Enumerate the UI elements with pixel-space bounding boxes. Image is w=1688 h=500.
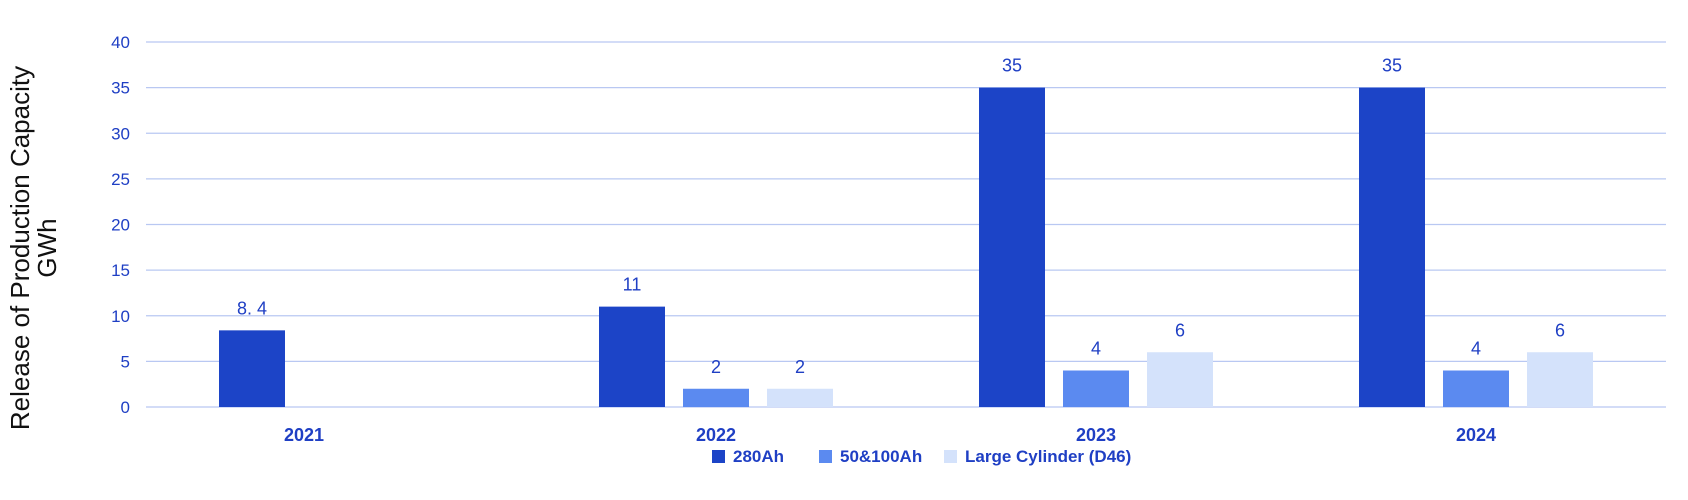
bar [1063, 370, 1129, 407]
x-tick-label: 2021 [284, 425, 324, 445]
y-tick-label: 15 [111, 261, 130, 280]
data-label: 35 [1002, 56, 1022, 76]
data-label: 6 [1175, 320, 1185, 340]
bar [767, 388, 833, 407]
legend-swatch [819, 450, 832, 463]
y-tick-label: 5 [121, 352, 130, 371]
bar [1527, 352, 1593, 407]
data-label: 4 [1091, 339, 1101, 359]
y-tick-label: 35 [111, 79, 130, 98]
legend-label: Large Cylinder (D46) [965, 447, 1131, 466]
y-tick-label: 0 [121, 398, 130, 417]
data-label: 4 [1471, 339, 1481, 359]
legend-label: 50&100Ah [840, 447, 922, 466]
bar [219, 330, 285, 407]
data-label: 6 [1555, 320, 1565, 340]
y-tick-label: 25 [111, 170, 130, 189]
y-axis-title-line-2: GWh [32, 218, 62, 278]
bar [599, 306, 665, 407]
data-label: 35 [1382, 56, 1402, 76]
data-label: 8. 4 [237, 298, 267, 318]
data-label: 2 [711, 357, 721, 377]
bar [1443, 370, 1509, 407]
x-tick-label: 2024 [1456, 425, 1496, 445]
legend-swatch [944, 450, 957, 463]
bar [1147, 352, 1213, 407]
y-tick-label: 10 [111, 307, 130, 326]
legend-swatch [712, 450, 725, 463]
y-tick-label: 20 [111, 216, 130, 235]
y-tick-label: 30 [111, 124, 130, 143]
legend-label: 280Ah [733, 447, 784, 466]
data-label: 2 [795, 357, 805, 377]
x-tick-label: 2022 [696, 425, 736, 445]
x-tick-label: 2023 [1076, 425, 1116, 445]
data-label: 11 [623, 275, 642, 295]
y-tick-label: 40 [111, 33, 130, 52]
bar [683, 388, 749, 407]
y-axis-title-line-1: Release of Production Capacity [5, 65, 35, 431]
bar [979, 87, 1045, 407]
bar [1359, 87, 1425, 407]
